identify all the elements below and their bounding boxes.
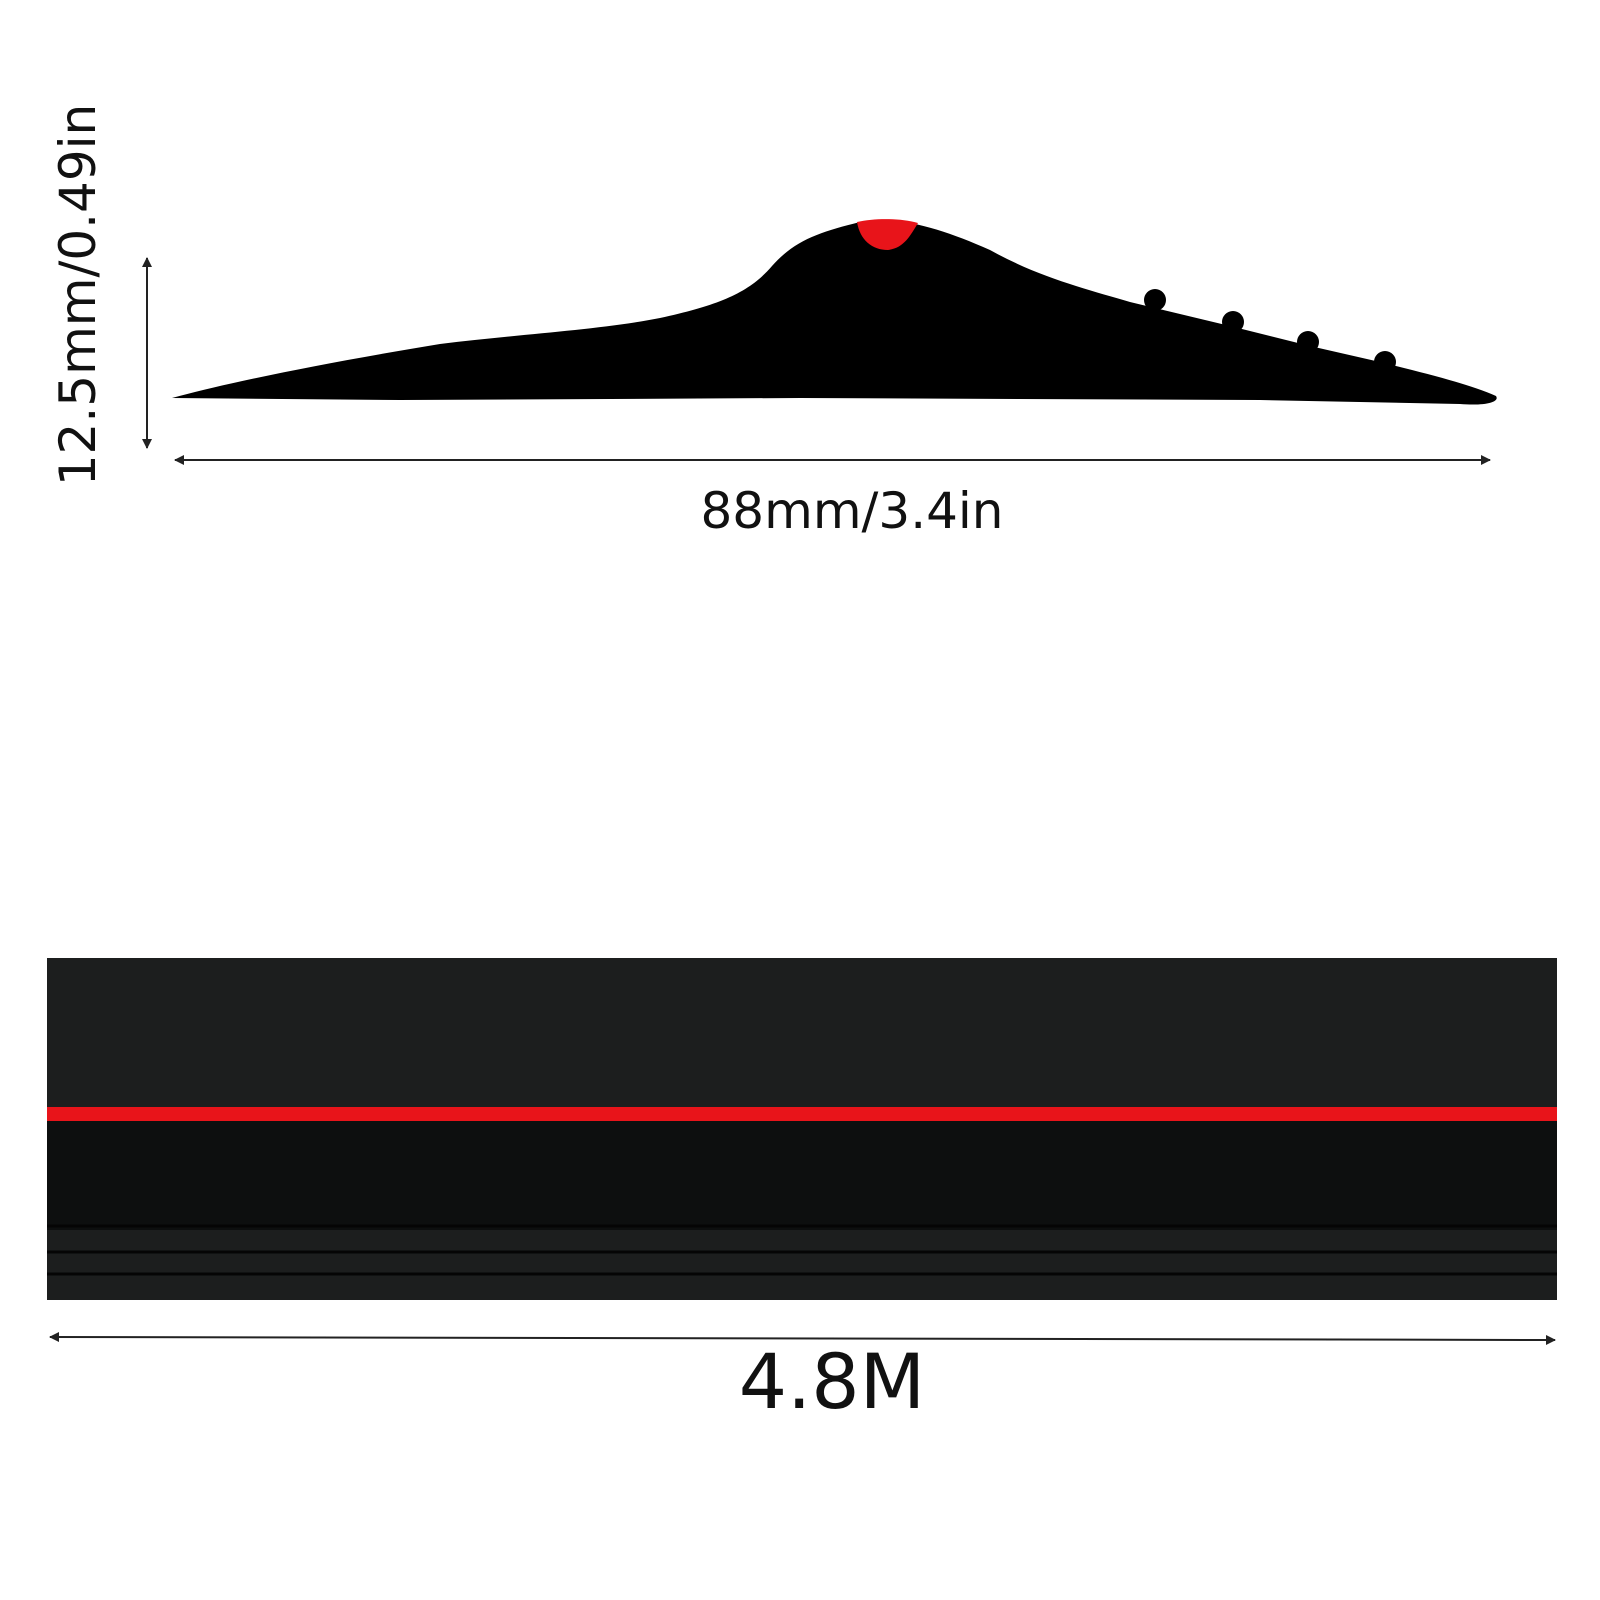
strip-red-stripe bbox=[47, 1107, 1557, 1121]
profile-ridges bbox=[1144, 289, 1396, 373]
length-label: 4.8M bbox=[739, 1337, 925, 1426]
profile-shape bbox=[172, 220, 1497, 405]
length-arrow bbox=[49, 1332, 1556, 1345]
strip-shade bbox=[47, 1120, 1557, 1230]
height-label: 12.5mm/0.49in bbox=[49, 104, 107, 487]
strip-grooves bbox=[47, 1224, 1557, 1276]
profile-red-stripe bbox=[857, 219, 918, 250]
width-label: 88mm/3.4in bbox=[701, 482, 1004, 540]
